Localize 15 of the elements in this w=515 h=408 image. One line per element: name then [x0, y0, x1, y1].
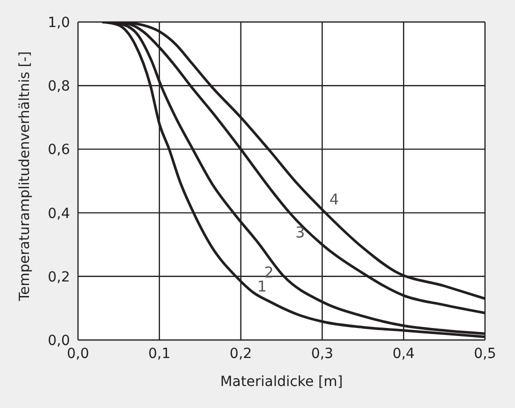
y-tick-label: 0,8 — [48, 78, 70, 95]
y-tick-label: 0,2 — [48, 269, 70, 286]
x-tick-label: 0,1 — [148, 346, 171, 362]
y-tick-label: 0,4 — [48, 206, 70, 222]
series-label: 4 — [329, 190, 339, 209]
series-label: 1 — [257, 277, 267, 296]
x-tick-label: 0,4 — [392, 346, 415, 362]
y-tick-label: 0,6 — [48, 142, 70, 158]
x-axis-title: Materialdicke [m] — [220, 374, 343, 390]
x-tick-label: 0,5 — [474, 346, 496, 362]
y-tick-label: 1,0 — [48, 14, 70, 31]
x-tick-label: 0,2 — [230, 346, 252, 362]
series-label: 3 — [295, 224, 305, 242]
y-axis-title: Temperaturamplitudenverhältnis [-] — [16, 51, 33, 302]
x-tick-label: 0,3 — [311, 346, 334, 362]
